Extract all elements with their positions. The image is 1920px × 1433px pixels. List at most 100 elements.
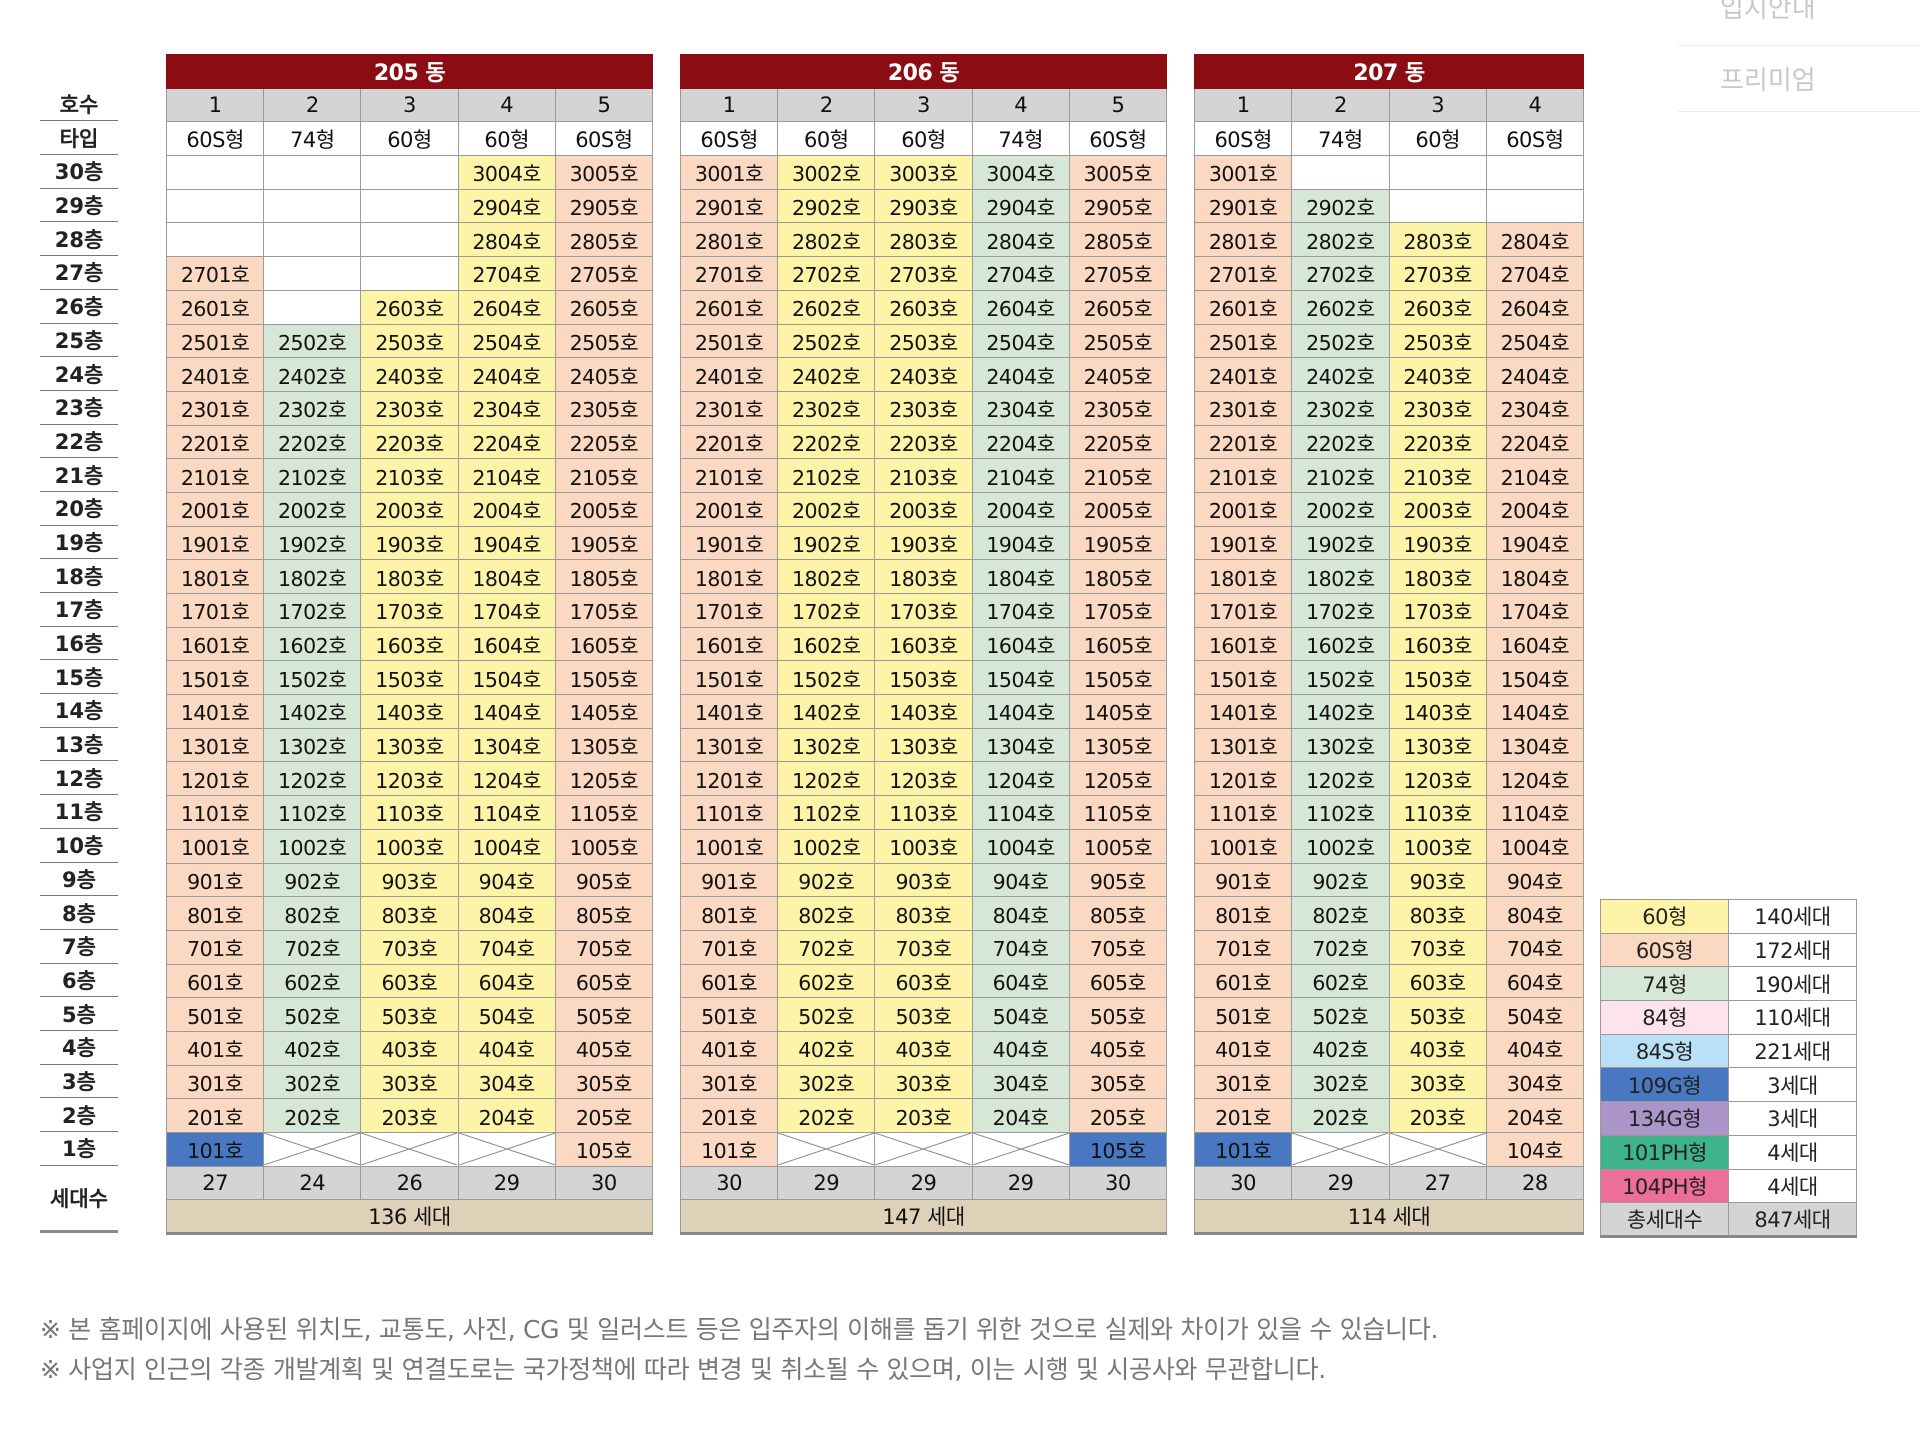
unit-cell: 701호 (1193, 929, 1293, 965)
household-count: 30 (1068, 1165, 1168, 1201)
unit-cell: 1303호 (874, 727, 973, 763)
unit-cell: 2905호 (554, 188, 654, 224)
empty-unit-cell (360, 256, 459, 291)
unit-cell: 2904호 (457, 188, 556, 224)
legend-row: 60형 140세대 (1600, 899, 1857, 934)
unit-cell: 1503호 (360, 660, 459, 696)
unit-cell: 203호 (1388, 1098, 1487, 1133)
cross-mark (1292, 1133, 1388, 1165)
unit-cell: 2901호 (1193, 188, 1293, 224)
unit-cell: 1601호 (165, 626, 265, 662)
header-spacer (40, 54, 118, 88)
unit-cell: 2805호 (554, 222, 654, 258)
empty-unit-cell (1388, 188, 1487, 224)
column-number: 2 (263, 87, 362, 123)
unit-cell: 1601호 (1193, 626, 1293, 662)
unit-cell: 404호 (457, 1030, 556, 1066)
unit-cell: 2601호 (165, 289, 265, 325)
unit-cell: 703호 (874, 929, 973, 965)
unit-cell: 1003호 (874, 828, 973, 864)
unit-cell: 1304호 (971, 727, 1070, 763)
unit-cell: 204호 (457, 1098, 556, 1133)
unit-cell: 1605호 (554, 626, 654, 662)
household-count: 24 (263, 1165, 362, 1201)
unit-cell: 305호 (554, 1064, 654, 1100)
unit-cell: 802호 (263, 896, 362, 931)
unit-cell: 1001호 (165, 828, 265, 864)
household-count: 30 (554, 1165, 654, 1201)
column-number: 4 (971, 87, 1070, 123)
unit-cell: 2601호 (679, 289, 779, 325)
unit-cell: 1002호 (1291, 828, 1390, 864)
unit-cell: 903호 (1388, 862, 1487, 898)
unit-cell: 1703호 (1388, 593, 1487, 628)
unit-cell: 2203호 (874, 424, 973, 460)
unit-cell: 2704호 (1485, 256, 1585, 291)
unit-cell: 603호 (1388, 963, 1487, 999)
unit-cell: 1101호 (165, 795, 265, 830)
unit-cell: 404호 (1485, 1030, 1585, 1066)
unit-cell: 2301호 (1193, 390, 1293, 426)
empty-unit-cell (263, 188, 362, 224)
unit-cell: 1102호 (263, 795, 362, 830)
unit-cell: 2801호 (1193, 222, 1293, 258)
unit-cell: 1203호 (1388, 761, 1487, 797)
empty-unit-cell (263, 222, 362, 258)
unit-cell: 504호 (1485, 997, 1585, 1032)
unit-cell: 1104호 (971, 795, 1070, 830)
cross-mark (264, 1133, 360, 1165)
unit-cell: 303호 (360, 1064, 459, 1100)
menu-item-premium[interactable]: 프리미엄 (1678, 46, 1920, 112)
menu-item-location[interactable]: 입지안내 (1678, 0, 1920, 46)
no-unit-cell (874, 1132, 973, 1167)
unit-cell: 1903호 (874, 525, 973, 561)
unit-cell: 2602호 (1291, 289, 1390, 325)
unit-cell: 1701호 (679, 593, 779, 628)
unit-cell: 2604호 (1485, 289, 1585, 325)
unit-cell: 2804호 (1485, 222, 1585, 258)
unit-cell: 2401호 (165, 357, 265, 392)
unit-cell: 1501호 (165, 660, 265, 696)
floor-label: 17층 (40, 593, 118, 627)
unit-cell: 402호 (263, 1030, 362, 1066)
unit-cell: 1904호 (1485, 525, 1585, 561)
unit-cell: 1401호 (165, 694, 265, 729)
unit-cell: 2403호 (1388, 357, 1487, 392)
unit-cell: 203호 (360, 1098, 459, 1133)
unit-cell: 502호 (263, 997, 362, 1032)
unit-cell: 1603호 (360, 626, 459, 662)
floor-label: 25층 (40, 324, 118, 358)
unit-cell: 1402호 (777, 694, 876, 729)
unit-cell: 1404호 (1485, 694, 1585, 729)
unit-cell: 1404호 (971, 694, 1070, 729)
unit-cell: 1805호 (1068, 559, 1168, 594)
unit-cell: 1302호 (777, 727, 876, 763)
unit-cell: 1205호 (554, 761, 654, 797)
unit-cell: 503호 (360, 997, 459, 1032)
floor-labels: 호수 타입 30층 29층 28층 27층 26층 25층 24층 23층 22층 21층 20층 1… (40, 54, 118, 1234)
unit-cell: 1604호 (971, 626, 1070, 662)
unit-cell: 501호 (679, 997, 779, 1032)
unit-cell: 1901호 (165, 525, 265, 561)
unit-cell: 401호 (1193, 1030, 1293, 1066)
cross-mark (973, 1133, 1069, 1165)
floor-label: 18층 (40, 559, 118, 593)
empty-unit-cell (165, 155, 265, 190)
floor-label: 4층 (40, 1031, 118, 1065)
unit-cell: 703호 (360, 929, 459, 965)
building-name: 206 동 (680, 54, 1167, 89)
floor-label: 9층 (40, 863, 118, 897)
unit-cell: 1204호 (971, 761, 1070, 797)
floor-label: 14층 (40, 694, 118, 728)
unit-cell: 2302호 (1291, 390, 1390, 426)
unit-cell: 2302호 (777, 390, 876, 426)
legend-type: 109G형 (1600, 1067, 1729, 1103)
unit-cell: 3003호 (874, 155, 973, 190)
unit-cell: 303호 (874, 1064, 973, 1100)
unit-cell: 302호 (777, 1064, 876, 1100)
unit-cell: 705호 (554, 929, 654, 965)
floor-label: 28층 (40, 222, 118, 257)
unit-cell: 1102호 (777, 795, 876, 830)
household-count: 30 (679, 1165, 779, 1201)
unit-cell: 201호 (679, 1098, 779, 1133)
